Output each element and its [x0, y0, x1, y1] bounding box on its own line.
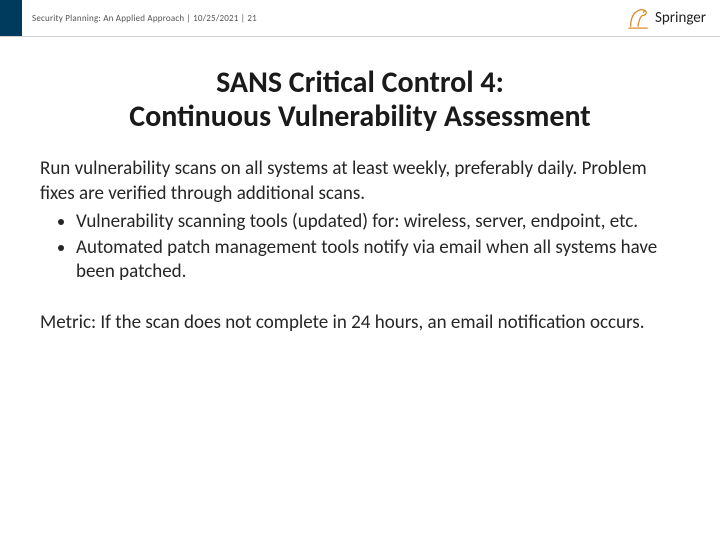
accent-block [0, 0, 22, 36]
lead-paragraph: Run vulnerability scans on all systems a… [40, 157, 680, 206]
breadcrumb: Security Planning: An Applied Approach |… [32, 13, 257, 24]
bullet-list: Vulnerability scanning tools (updated) f… [40, 210, 680, 285]
header-divider [0, 36, 720, 37]
list-item: Automated patch management tools notify … [76, 236, 680, 285]
slide-body: Run vulnerability scans on all systems a… [0, 133, 720, 335]
title-line-2: Continuous Vulnerability Assessment [129, 98, 590, 135]
slide-title: SANS Critical Control 4: Continuous Vuln… [0, 66, 720, 133]
title-line-1: SANS Critical Control 4: [216, 64, 504, 101]
publisher-name: Springer [655, 9, 706, 27]
header-bar: Security Planning: An Applied Approach |… [0, 0, 720, 36]
header-left: Security Planning: An Applied Approach |… [0, 0, 257, 36]
metric-paragraph: Metric: If the scan does not complete in… [40, 311, 680, 335]
publisher-logo: Springer [627, 6, 706, 30]
slide: Security Planning: An Applied Approach |… [0, 0, 720, 540]
springer-horse-icon [627, 6, 649, 30]
list-item: Vulnerability scanning tools (updated) f… [76, 210, 680, 234]
